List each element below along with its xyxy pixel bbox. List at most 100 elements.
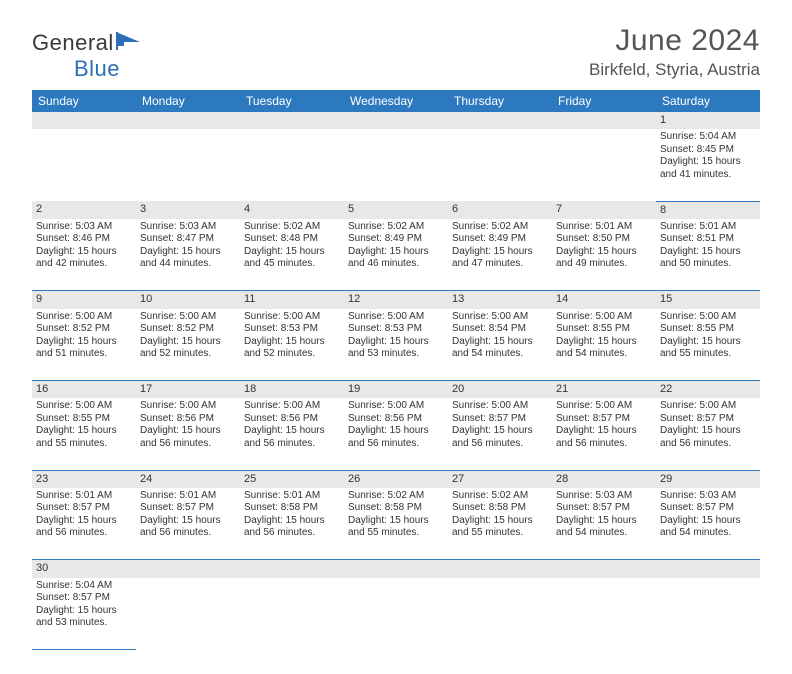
day-number-cell (32, 112, 136, 129)
daylight-line: Daylight: 15 hours and 54 minutes. (452, 336, 548, 361)
flag-icon (116, 30, 144, 56)
day-number-cell: 28 (552, 470, 656, 488)
daylight-line: Daylight: 15 hours and 54 minutes. (556, 515, 652, 540)
daylight-line: Daylight: 15 hours and 56 minutes. (556, 425, 652, 450)
daylight-line: Daylight: 15 hours and 54 minutes. (660, 515, 756, 540)
day-detail-cell: Sunrise: 5:01 AMSunset: 8:50 PMDaylight:… (552, 219, 656, 291)
day-number-cell (552, 560, 656, 578)
daylight-line: Daylight: 15 hours and 55 minutes. (452, 515, 548, 540)
daylight-line: Daylight: 15 hours and 56 minutes. (244, 425, 340, 450)
day-detail-cell: Sunrise: 5:02 AMSunset: 8:48 PMDaylight:… (240, 219, 344, 291)
day-number-cell (344, 560, 448, 578)
daylight-line: Daylight: 15 hours and 56 minutes. (140, 425, 236, 450)
sunrise-line: Sunrise: 5:00 AM (556, 400, 652, 413)
daylight-line: Daylight: 15 hours and 53 minutes. (36, 605, 132, 630)
daylight-line: Daylight: 15 hours and 56 minutes. (244, 515, 340, 540)
daylight-line: Daylight: 15 hours and 51 minutes. (36, 336, 132, 361)
sunrise-line: Sunrise: 5:03 AM (556, 490, 652, 503)
month-title: June 2024 (589, 24, 760, 58)
day-number-cell: 23 (32, 470, 136, 488)
sunset-line: Sunset: 8:53 PM (348, 323, 444, 336)
daylight-line: Daylight: 15 hours and 47 minutes. (452, 246, 548, 271)
daylight-line: Daylight: 15 hours and 52 minutes. (140, 336, 236, 361)
day-number-cell (448, 112, 552, 129)
daylight-line: Daylight: 15 hours and 44 minutes. (140, 246, 236, 271)
day-number-cell: 12 (344, 291, 448, 309)
day-number-cell: 7 (552, 201, 656, 219)
day-detail-cell: Sunrise: 5:02 AMSunset: 8:58 PMDaylight:… (448, 488, 552, 560)
day-detail-cell: Sunrise: 5:04 AMSunset: 8:45 PMDaylight:… (656, 129, 760, 201)
sunrise-line: Sunrise: 5:00 AM (36, 400, 132, 413)
day-number-cell (240, 560, 344, 578)
sunrise-line: Sunrise: 5:00 AM (348, 400, 444, 413)
page-header: GeneralBlue June 2024 Birkfeld, Styria, … (32, 24, 760, 82)
sunrise-line: Sunrise: 5:00 AM (660, 400, 756, 413)
daylight-line: Daylight: 15 hours and 55 minutes. (348, 515, 444, 540)
day-detail-cell: Sunrise: 5:00 AMSunset: 8:55 PMDaylight:… (552, 309, 656, 381)
day-detail-row: Sunrise: 5:00 AMSunset: 8:52 PMDaylight:… (32, 309, 760, 381)
day-number-cell (656, 560, 760, 578)
sunrise-line: Sunrise: 5:01 AM (556, 221, 652, 234)
logo-word-2: Blue (74, 56, 120, 81)
day-detail-cell: Sunrise: 5:03 AMSunset: 8:46 PMDaylight:… (32, 219, 136, 291)
sunset-line: Sunset: 8:56 PM (348, 413, 444, 426)
day-number-cell: 27 (448, 470, 552, 488)
sunset-line: Sunset: 8:56 PM (140, 413, 236, 426)
day-detail-cell (32, 129, 136, 201)
daylight-line: Daylight: 15 hours and 49 minutes. (556, 246, 652, 271)
day-number-cell: 29 (656, 470, 760, 488)
weekday-header: Tuesday (240, 90, 344, 112)
sunrise-line: Sunrise: 5:00 AM (452, 400, 548, 413)
sunset-line: Sunset: 8:55 PM (36, 413, 132, 426)
day-detail-cell: Sunrise: 5:00 AMSunset: 8:55 PMDaylight:… (656, 309, 760, 381)
daylight-line: Daylight: 15 hours and 54 minutes. (556, 336, 652, 361)
day-detail-cell (240, 129, 344, 201)
day-number-cell: 24 (136, 470, 240, 488)
day-detail-cell: Sunrise: 5:00 AMSunset: 8:53 PMDaylight:… (240, 309, 344, 381)
day-detail-cell (552, 129, 656, 201)
day-number-cell: 16 (32, 381, 136, 399)
sunset-line: Sunset: 8:46 PM (36, 233, 132, 246)
day-detail-cell: Sunrise: 5:03 AMSunset: 8:57 PMDaylight:… (552, 488, 656, 560)
daylight-line: Daylight: 15 hours and 56 minutes. (36, 515, 132, 540)
daylight-line: Daylight: 15 hours and 45 minutes. (244, 246, 340, 271)
day-number-cell: 9 (32, 291, 136, 309)
day-detail-cell (656, 578, 760, 650)
day-detail-row: Sunrise: 5:04 AMSunset: 8:57 PMDaylight:… (32, 578, 760, 650)
location-text: Birkfeld, Styria, Austria (589, 60, 760, 80)
sunset-line: Sunset: 8:58 PM (348, 502, 444, 515)
weekday-header: Wednesday (344, 90, 448, 112)
day-detail-cell: Sunrise: 5:02 AMSunset: 8:49 PMDaylight:… (448, 219, 552, 291)
day-number-row: 16171819202122 (32, 381, 760, 399)
sunrise-line: Sunrise: 5:04 AM (36, 580, 132, 593)
weekday-header: Thursday (448, 90, 552, 112)
sunset-line: Sunset: 8:58 PM (244, 502, 340, 515)
daylight-line: Daylight: 15 hours and 53 minutes. (348, 336, 444, 361)
sunrise-line: Sunrise: 5:00 AM (244, 311, 340, 324)
daylight-line: Daylight: 15 hours and 41 minutes. (660, 156, 756, 181)
sunset-line: Sunset: 8:45 PM (660, 144, 756, 157)
day-detail-cell: Sunrise: 5:00 AMSunset: 8:57 PMDaylight:… (448, 398, 552, 470)
day-detail-cell (448, 129, 552, 201)
day-detail-cell (240, 578, 344, 650)
day-detail-cell: Sunrise: 5:01 AMSunset: 8:57 PMDaylight:… (136, 488, 240, 560)
day-detail-cell (552, 578, 656, 650)
day-number-cell: 11 (240, 291, 344, 309)
daylight-line: Daylight: 15 hours and 56 minutes. (660, 425, 756, 450)
sunset-line: Sunset: 8:57 PM (660, 502, 756, 515)
day-detail-row: Sunrise: 5:00 AMSunset: 8:55 PMDaylight:… (32, 398, 760, 470)
day-number-cell (136, 112, 240, 129)
day-number-cell: 3 (136, 201, 240, 219)
day-detail-cell: Sunrise: 5:00 AMSunset: 8:53 PMDaylight:… (344, 309, 448, 381)
sunset-line: Sunset: 8:49 PM (348, 233, 444, 246)
sunrise-line: Sunrise: 5:01 AM (244, 490, 340, 503)
day-number-cell: 6 (448, 201, 552, 219)
calendar-body: 1Sunrise: 5:04 AMSunset: 8:45 PMDaylight… (32, 112, 760, 650)
day-detail-cell: Sunrise: 5:03 AMSunset: 8:57 PMDaylight:… (656, 488, 760, 560)
sunrise-line: Sunrise: 5:03 AM (140, 221, 236, 234)
day-detail-cell: Sunrise: 5:02 AMSunset: 8:58 PMDaylight:… (344, 488, 448, 560)
sunrise-line: Sunrise: 5:00 AM (348, 311, 444, 324)
sunrise-line: Sunrise: 5:03 AM (36, 221, 132, 234)
day-number-cell: 15 (656, 291, 760, 309)
sunrise-line: Sunrise: 5:00 AM (452, 311, 548, 324)
